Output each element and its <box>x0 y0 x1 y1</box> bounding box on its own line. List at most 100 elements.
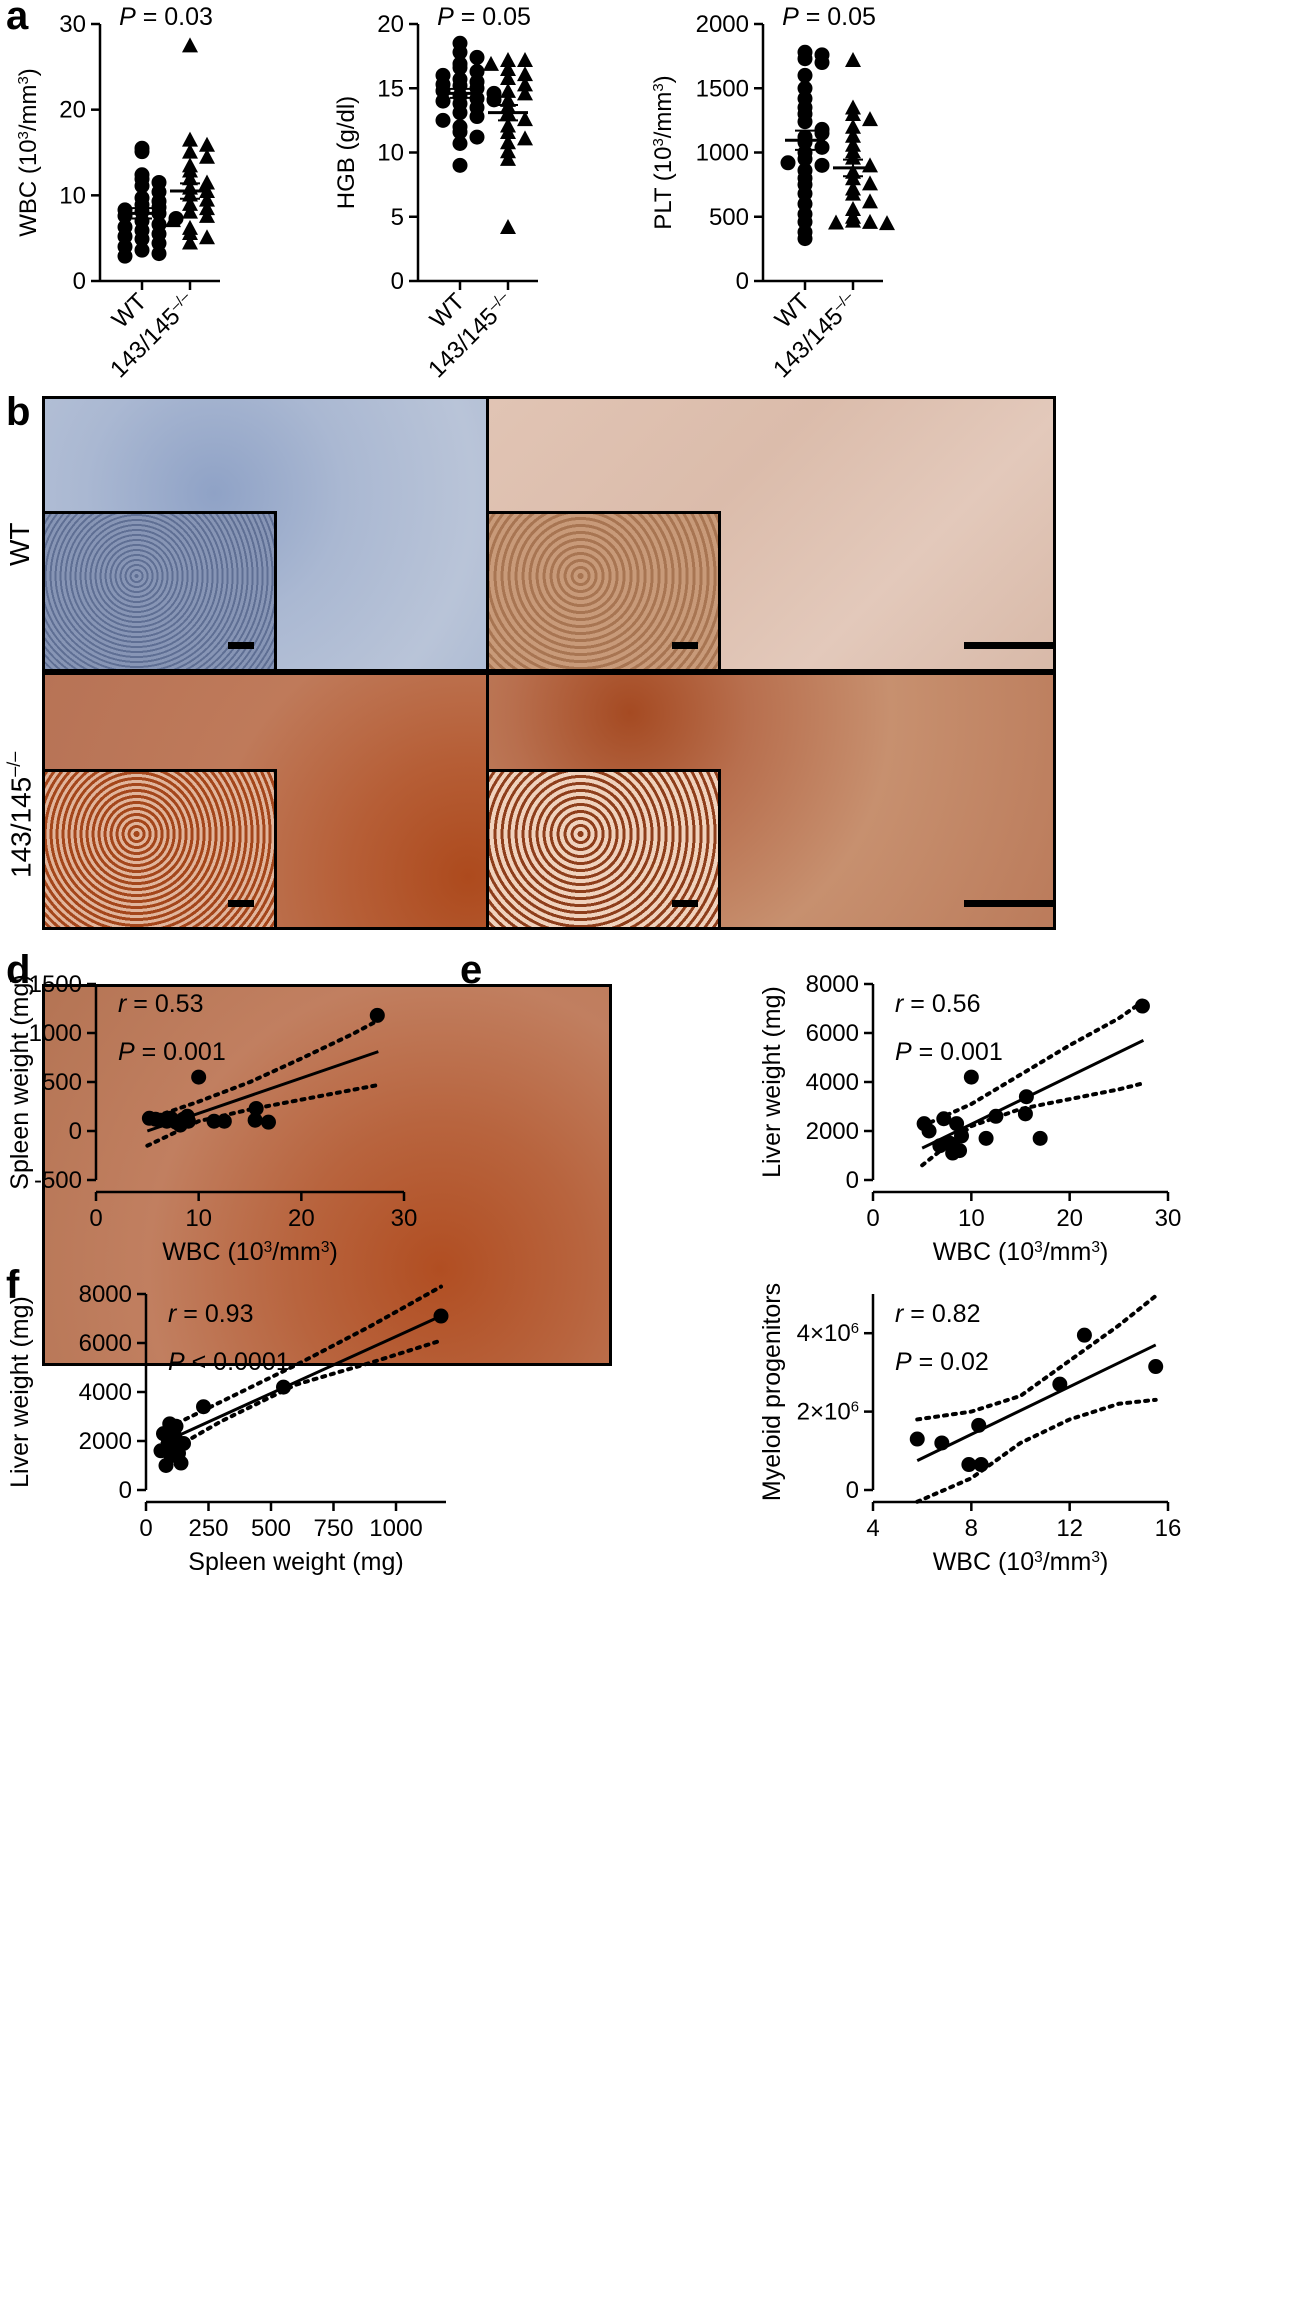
data-point <box>988 1108 1004 1124</box>
y-tick-label: 10 <box>377 140 404 167</box>
data-point <box>247 1112 263 1128</box>
y-axis-label: Liver weight (mg) <box>6 1296 34 1488</box>
data-point-triangle <box>199 191 215 207</box>
data-point-triangle <box>483 55 499 71</box>
data-point <box>168 1418 184 1434</box>
y-tick-label: 4000 <box>79 1379 132 1406</box>
data-point-circle <box>469 109 485 125</box>
data-point-circle <box>797 67 813 83</box>
data-point-triangle <box>500 143 516 159</box>
data-point-triangle <box>862 157 878 173</box>
x-tick-label: 0 <box>139 1515 152 1542</box>
data-point-triangle <box>500 60 516 76</box>
data-point-triangle <box>845 127 861 143</box>
y-tick-label: 4000 <box>806 1069 859 1096</box>
data-point-triangle <box>862 213 878 229</box>
data-point-triangle <box>845 212 861 228</box>
x-tick-label: 4 <box>866 1515 879 1542</box>
data-point <box>191 1069 207 1085</box>
data-point-circle <box>814 55 830 71</box>
data-point <box>973 1457 989 1473</box>
confidence-band-upper <box>915 1293 1158 1422</box>
row-label-b-ko: 143/145–/– <box>4 751 37 878</box>
chart-g-myeloid-vs-wbc: 0 2×106 4×106 4 8 12 16 WBC (103/mm3) Myeloid pr… <box>758 1283 1182 1576</box>
data-point-triangle <box>182 195 198 211</box>
y-tick-label: 20 <box>59 97 86 124</box>
x-tick-label: 16 <box>1155 1515 1182 1542</box>
data-point-circle <box>435 93 451 109</box>
data-point <box>276 1379 291 1395</box>
y-tick-label: 0 <box>73 268 86 295</box>
data-point-triangle <box>199 207 215 223</box>
y-axis-label: Myeloid progenitors <box>758 1283 786 1501</box>
y-tick-label: 500 <box>709 204 749 231</box>
y-tick-label: 15 <box>377 75 404 102</box>
data-point-circle <box>797 114 813 130</box>
data-point-circle <box>814 125 830 141</box>
y-tick-label: 2×106 <box>797 1399 859 1426</box>
x-tick-label: 500 <box>251 1515 291 1542</box>
data-point-circle <box>151 246 167 262</box>
panel-letter-a: a <box>6 0 29 38</box>
data-point-circle <box>151 184 167 200</box>
data-point <box>206 1113 222 1129</box>
micrograph-liver-wt <box>486 396 1056 672</box>
y-tick-label: 30 <box>59 11 86 38</box>
y-tick-label: 0 <box>391 268 404 295</box>
data-point-circle <box>469 64 485 80</box>
data-point-triangle <box>182 37 198 53</box>
data-point <box>248 1100 264 1116</box>
regression-line <box>916 1343 1157 1462</box>
x-tick-label: 10 <box>185 1205 212 1232</box>
r-value: r = 0.93 <box>168 1300 253 1328</box>
y-tick-label: 4×106 <box>797 1320 859 1347</box>
chart-f-liver-vs-spleen: 0 2000 4000 6000 8000 0 250 500 750 1000 Spleen we… <box>6 1281 449 1576</box>
micrograph-liver-ko <box>486 672 1056 930</box>
inset-scale-bar <box>672 642 698 649</box>
data-point-triangle <box>199 148 215 164</box>
data-point-circle <box>151 235 167 251</box>
r-value: r = 0.53 <box>118 990 203 1018</box>
chart-d-spleen-vs-wbc: -500 0 500 1000 1500 0 10 20 30 WBC (103/mm3) Sple… <box>6 971 417 1266</box>
panel-letter-e: e <box>460 948 483 992</box>
data-point-triangle <box>500 219 516 235</box>
data-point-circle <box>469 49 485 65</box>
row-label-b-wt: WT <box>4 522 35 566</box>
y-tick-label: 8000 <box>806 971 859 998</box>
data-point <box>1148 1359 1164 1375</box>
data-point-triangle <box>845 185 861 201</box>
x-tick-label: 8 <box>965 1515 978 1542</box>
data-point-circle <box>435 76 451 92</box>
x-tick-label: 12 <box>1056 1515 1083 1542</box>
scale-bar <box>964 900 1053 907</box>
panel-letter-b: b <box>6 390 31 434</box>
data-point <box>260 1114 276 1130</box>
data-point <box>934 1435 950 1451</box>
data-point-triangle <box>862 111 878 127</box>
data-point-triangle <box>517 76 533 92</box>
data-point-circle <box>797 196 813 212</box>
data-point <box>1017 1106 1033 1122</box>
data-point-triangle <box>199 174 215 190</box>
data-point-triangle <box>517 85 533 101</box>
data-point-circle <box>452 157 468 173</box>
data-point-triangle <box>182 131 198 147</box>
data-point-circle <box>797 151 813 167</box>
data-point-circle <box>117 228 133 244</box>
data-point-triangle <box>500 134 516 150</box>
data-point <box>936 1111 952 1127</box>
data-point-triangle <box>199 136 215 152</box>
y-tick-label: 0 <box>846 1477 859 1504</box>
y-axis-label: HGB (g/dl) <box>333 96 360 209</box>
data-point-triangle <box>862 175 878 191</box>
data-point-circle <box>134 231 150 247</box>
x-tick-label: 20 <box>288 1205 315 1232</box>
data-point <box>180 1113 196 1129</box>
data-point-triangle <box>845 51 861 67</box>
data-point-circle <box>797 214 813 230</box>
data-point-triangle <box>845 201 861 217</box>
data-point <box>433 1308 449 1324</box>
data-point-triangle <box>182 234 198 250</box>
data-point-triangle <box>879 215 895 231</box>
